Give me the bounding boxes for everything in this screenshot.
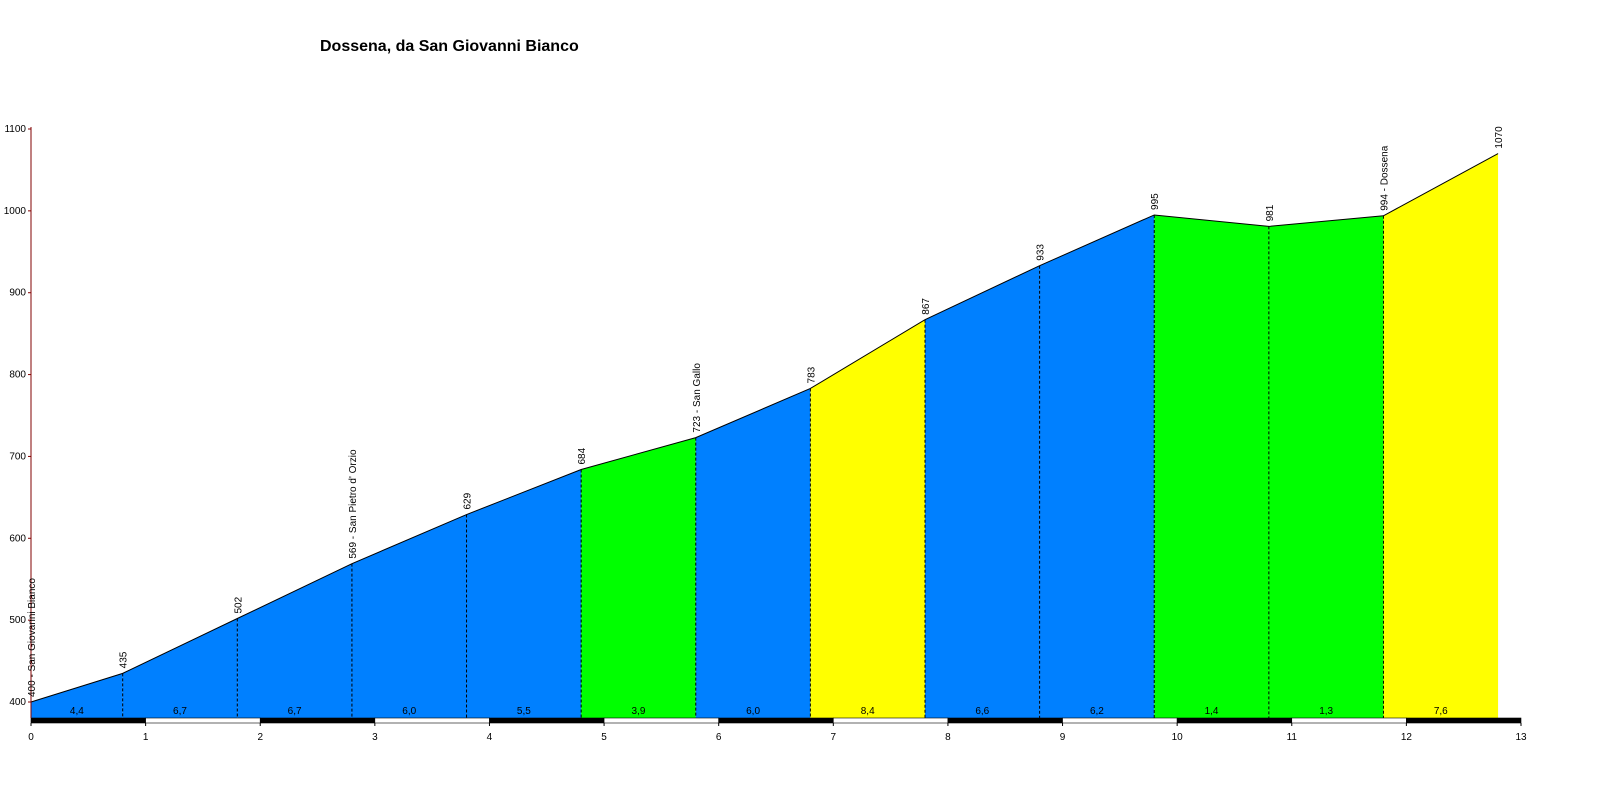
scale-bar-block <box>374 717 490 724</box>
x-tick-label: 4 <box>487 732 493 743</box>
scale-bar-block <box>1176 717 1293 724</box>
y-tick-label: 700 <box>9 451 26 462</box>
point-labels: 400 - San Giovanni Bianco 435 502 569 - San… <box>27 126 1505 697</box>
segment-gradient-label: 1,3 <box>1319 706 1333 717</box>
segment-gradient-label: 4,4 <box>70 706 84 717</box>
point-label: 783 <box>806 366 817 383</box>
segment-gradient-label: 6,2 <box>1090 706 1104 717</box>
point-label: 981 <box>1265 204 1276 221</box>
y-tick-label: 400 <box>9 697 26 708</box>
segment-area <box>695 388 811 718</box>
segment-gradient-label: 6,7 <box>288 706 302 717</box>
y-tick-label: 800 <box>9 370 26 381</box>
x-tick-label: 6 <box>716 732 722 743</box>
scale-bar-block <box>947 717 1063 724</box>
point-label: 933 <box>1036 244 1047 261</box>
scale-bar-block <box>1062 717 1178 724</box>
point-label: 569 - San Pietro d' Orzio <box>348 449 359 559</box>
segment-gradient-label: 6,0 <box>402 706 416 717</box>
point-label: 867 <box>921 298 932 315</box>
segment-area <box>1039 214 1155 718</box>
x-tick-label: 5 <box>601 732 607 743</box>
x-tick-label: 2 <box>257 732 263 743</box>
x-tick-label: 8 <box>945 732 951 743</box>
segment-gradient-label: 8,4 <box>861 706 875 717</box>
segment-gradient-label: 1,4 <box>1205 706 1219 717</box>
point-label: 1070 <box>1494 126 1505 149</box>
segment-area <box>351 514 467 718</box>
segment-area <box>122 618 238 718</box>
x-tick-label: 11 <box>1287 732 1298 743</box>
segment-gradient-label: 6,0 <box>746 706 760 717</box>
segment-area <box>581 437 696 718</box>
y-tick-label: 500 <box>9 615 26 626</box>
segment-area <box>810 319 925 718</box>
x-tick-label: 12 <box>1401 732 1413 743</box>
segment-area <box>925 265 1040 718</box>
x-tick-label: 9 <box>1060 732 1066 743</box>
x-tick-label: 1 <box>143 732 149 743</box>
segment-dividers <box>122 214 1384 718</box>
x-tick-label: 3 <box>372 732 378 743</box>
segment-gradient-label: 7,6 <box>1434 706 1448 717</box>
distance-scale-bar <box>30 717 1522 724</box>
segment-area <box>466 469 582 718</box>
point-label: 995 <box>1150 193 1161 210</box>
profile-line <box>30 153 1499 703</box>
point-label: 994 - Dossena <box>1379 145 1390 210</box>
point-label: 400 - San Giovanni Bianco <box>27 578 38 697</box>
scale-bar-block <box>259 717 376 724</box>
segment-gradient-label: 6,6 <box>975 706 989 717</box>
segment-area <box>237 563 352 718</box>
x-tick-label: 7 <box>831 732 837 743</box>
scale-bar-block <box>489 717 605 724</box>
segment-gradient-label: 5,5 <box>517 706 531 717</box>
x-tick-label: 0 <box>28 732 34 743</box>
scale-bar-block <box>30 717 146 724</box>
point-label: 723 - San Gallo <box>692 363 703 433</box>
profile-line-group <box>30 153 1499 703</box>
segment-gradient-label: 3,9 <box>632 706 646 717</box>
x-tick-label: 13 <box>1515 732 1527 743</box>
scale-bar-block <box>603 717 719 724</box>
segment-area <box>1268 215 1384 719</box>
scale-bar-block <box>1291 717 1407 724</box>
segment-area <box>1383 153 1499 719</box>
point-label: 435 <box>119 651 130 668</box>
x-tick-label: 10 <box>1172 732 1184 743</box>
scale-bar-block <box>718 717 834 724</box>
point-label: 502 <box>233 596 244 613</box>
chart-title: Dossena, da San Giovanni Bianco <box>320 38 579 55</box>
y-tick-label: 1100 <box>4 124 26 135</box>
scale-bar-block <box>1406 717 1522 724</box>
segment-area <box>1154 214 1269 718</box>
segment-areas: 4,4 6,7 6,7 6,0 5,5 3,9 6,0 8,4 6,6 6,2 1,4 1,3 7,6 <box>31 153 1499 719</box>
scale-bar-block <box>145 717 261 724</box>
scale-bar-block <box>833 717 949 724</box>
y-tick-label: 600 <box>9 533 26 544</box>
y-tick-label: 900 <box>9 288 26 299</box>
segment-gradient-label: 6,7 <box>173 706 187 717</box>
point-label: 629 <box>463 492 474 509</box>
point-label: 684 <box>577 447 588 464</box>
y-tick-label: 1000 <box>4 206 27 217</box>
segment-area <box>31 673 123 718</box>
